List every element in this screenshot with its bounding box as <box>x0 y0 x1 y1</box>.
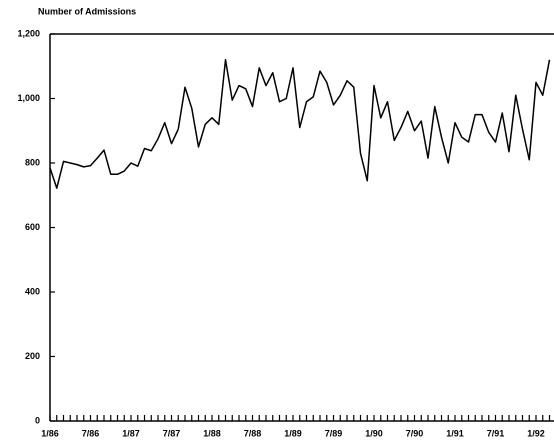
data-line <box>49 59 551 189</box>
y-tick-label: 800 <box>25 157 40 167</box>
x-tick-label: 7/89 <box>325 428 343 438</box>
y-tick-label: 600 <box>25 222 40 232</box>
x-tick-label: 1/86 <box>41 428 59 438</box>
x-tick-label: 1/89 <box>284 428 302 438</box>
y-tick-label: 1,200 <box>17 28 40 38</box>
x-tick-label: 7/88 <box>244 428 262 438</box>
chart-title: Number of Admissions <box>38 6 136 16</box>
x-tick-label: 1/88 <box>203 428 221 438</box>
x-tick-label: 7/87 <box>163 428 181 438</box>
x-tick-label: 1/87 <box>122 428 140 438</box>
x-tick-label: 7/91 <box>487 428 505 438</box>
y-tick-label: 200 <box>25 351 40 361</box>
x-tick-label: 1/91 <box>446 428 464 438</box>
y-tick-label: 0 <box>35 415 40 425</box>
y-tick-label: 1,000 <box>17 93 40 103</box>
y-tick-label: 400 <box>25 286 40 296</box>
x-tick-label: 1/90 <box>365 428 383 438</box>
x-tick-label: 1/92 <box>527 428 545 438</box>
x-tick-label: 7/90 <box>406 428 424 438</box>
x-tick-label: 7/86 <box>82 428 100 438</box>
